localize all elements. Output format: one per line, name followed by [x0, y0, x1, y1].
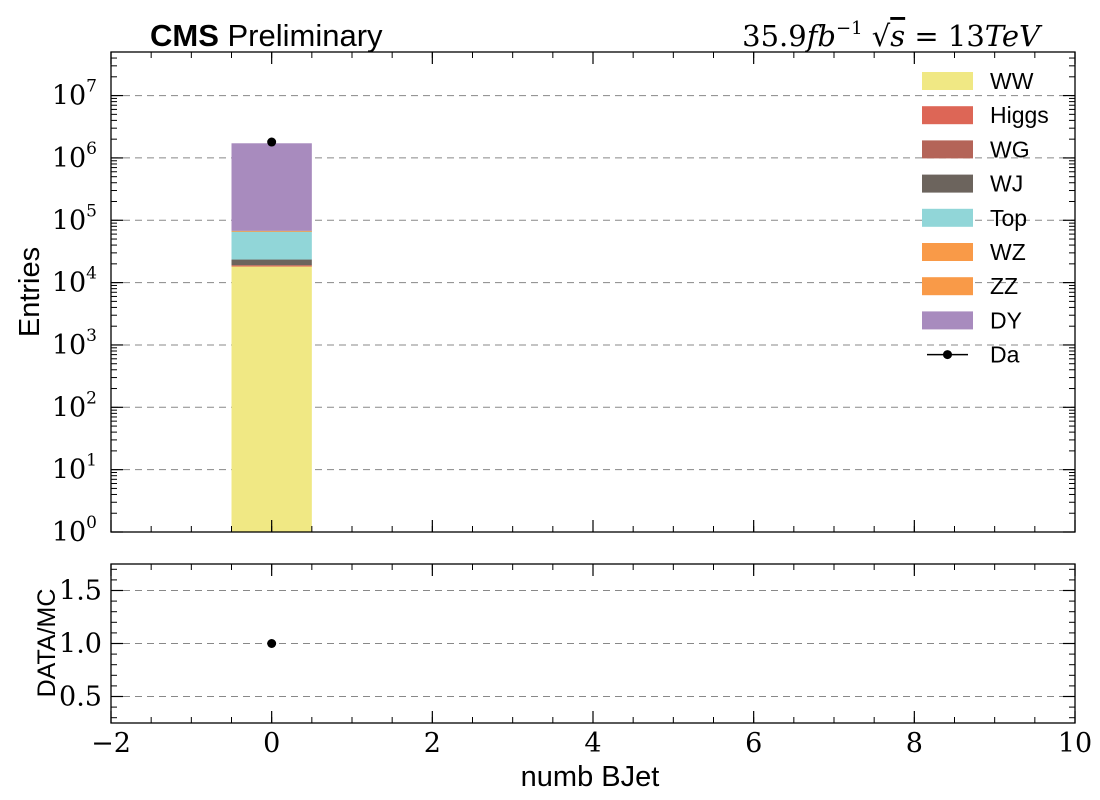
- legend-swatch: [922, 277, 973, 296]
- y-tick-label: 104: [52, 264, 97, 299]
- y-tick-base: 10: [52, 268, 86, 299]
- y-tick-label: 107: [52, 77, 97, 112]
- y-tick-label: 101: [52, 451, 97, 486]
- upper-frame: [110, 51, 1076, 533]
- lower-y-tick-labels: 0.5 1.0 1.5: [59, 576, 102, 713]
- y-tick-label: 100: [52, 513, 97, 548]
- y-tick-exponent: 4: [86, 264, 97, 284]
- lower-y-axis-label: DATA/MC: [33, 589, 61, 698]
- legend-label: WZ: [990, 239, 1026, 265]
- legend-label: Top: [990, 205, 1027, 231]
- legend-label: DY: [990, 307, 1022, 333]
- lower-frame: [110, 563, 1076, 724]
- data-point: [267, 137, 277, 147]
- upper-ticks: [110, 51, 1076, 533]
- y-tick-base: 10: [52, 392, 86, 423]
- legend-swatch: [922, 72, 973, 90]
- lower-panel: 0.5 1.0 1.5 −2 0 2 4 6 8 10 DATA/MC numb BJet: [33, 563, 1092, 793]
- y-tick-label: 102: [52, 388, 97, 423]
- legend-swatch: [922, 174, 973, 193]
- stacked-bars: [231, 143, 312, 532]
- y-tick-exponent: 5: [86, 201, 97, 221]
- y-tick-label: 106: [52, 139, 97, 174]
- bar-segment-top: [231, 230, 312, 260]
- upper-y-axis-label: Entries: [14, 247, 46, 337]
- y-tick-exponent: 0: [86, 513, 97, 533]
- y-tick-base: 10: [52, 205, 86, 236]
- x-tick-labels: −2 0 2 4 6 8 10: [91, 728, 1092, 759]
- y-tick-label: 103: [52, 326, 97, 361]
- cms-label: CMS Preliminary: [150, 18, 383, 53]
- legend-label: WW: [990, 68, 1034, 94]
- x-tick-label: 8: [906, 728, 923, 759]
- x-tick-label: 6: [745, 728, 762, 759]
- y-tick-base: 10: [52, 81, 86, 112]
- legend-label: ZZ: [990, 273, 1018, 299]
- y-tick-base: 10: [52, 517, 86, 548]
- legend-swatch: [922, 311, 973, 330]
- x-axis-label: numb BJet: [521, 761, 660, 793]
- legend-swatch: [922, 140, 973, 159]
- energy-unit: TeV: [985, 19, 1043, 53]
- y-tick-exponent: 6: [86, 139, 97, 159]
- y-tick-base: 10: [52, 143, 86, 174]
- bar-segment-ww: [231, 265, 312, 532]
- sqrt-arg: s: [890, 19, 905, 53]
- y-tick-base: 10: [52, 455, 86, 486]
- x-tick-label: 4: [584, 728, 601, 759]
- legend: WW Higgs WG WJ Top WZ ZZ DY Da: [922, 68, 1049, 368]
- bar-segment-higgs: [231, 265, 312, 267]
- y-tick-label: 1.5: [59, 576, 102, 607]
- bar-segment-wg: [231, 265, 312, 266]
- legend-label: Da: [990, 342, 1020, 368]
- y-tick-base: 10: [52, 330, 86, 361]
- y-tick-label: 1.0: [59, 629, 102, 660]
- bar-segment-wj: [231, 259, 312, 266]
- legend-swatch: [922, 243, 973, 261]
- energy-value: = 13: [905, 19, 985, 53]
- lumi-label: 35.9fb−1 √s = 13TeV: [742, 18, 1043, 53]
- x-tick-label: 10: [1058, 728, 1092, 759]
- legend-data-marker: [943, 350, 952, 360]
- bar-segment-dy: [231, 143, 312, 231]
- y-tick-exponent: 1: [86, 451, 97, 471]
- y-tick-exponent: 7: [86, 77, 97, 97]
- data-points: [267, 137, 277, 147]
- cms-preliminary: Preliminary: [219, 18, 383, 53]
- sqrt-symbol: √: [872, 19, 891, 53]
- ratio-points: [267, 639, 277, 648]
- legend-swatch: [922, 208, 973, 227]
- legend-label: Higgs: [990, 102, 1049, 128]
- lumi-unit: fb: [805, 19, 836, 53]
- lumi-value: 35.9: [742, 19, 807, 53]
- y-tick-label: 105: [52, 201, 97, 236]
- ratio-point: [267, 639, 277, 648]
- bar-segment-zz: [231, 230, 312, 232]
- y-tick-exponent: 3: [86, 326, 97, 346]
- legend-label: WJ: [990, 171, 1023, 197]
- y-tick-label: 0.5: [59, 682, 102, 713]
- x-tick-label: 2: [424, 728, 441, 759]
- y-tick-exponent: 2: [86, 388, 97, 408]
- lower-gridlines: [111, 590, 1075, 697]
- legend-swatch: [922, 106, 973, 125]
- x-tick-label: 0: [263, 728, 280, 759]
- x-tick-label: −2: [91, 728, 131, 759]
- cms-bold: CMS: [150, 18, 219, 53]
- legend-label: WG: [990, 136, 1030, 162]
- lumi-exp: −1: [836, 18, 863, 39]
